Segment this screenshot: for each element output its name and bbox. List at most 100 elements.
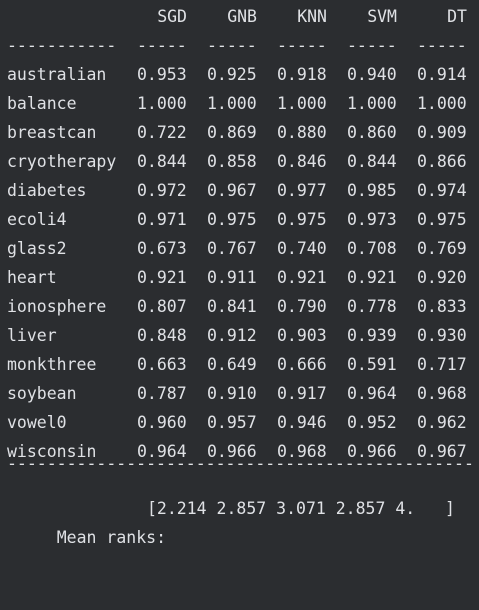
score-knn: 0.968	[277, 442, 327, 461]
score-knn: 0.946	[277, 413, 327, 432]
score-dt: 0.833	[417, 297, 467, 316]
score-knn: 0.918	[277, 65, 327, 84]
column-header-svm: SVM	[367, 7, 397, 26]
score-gnb: 0.841	[207, 297, 257, 316]
score-svm: 1.000	[347, 94, 397, 113]
score-svm: 0.973	[347, 210, 397, 229]
score-dt: 0.930	[417, 326, 467, 345]
score-dt: 0.975	[417, 210, 467, 229]
score-gnb: 0.957	[207, 413, 257, 432]
score-gnb: 0.966	[207, 442, 257, 461]
column-header-dt: DT	[447, 7, 467, 26]
score-sgd: 0.787	[137, 384, 187, 403]
dataset-name: cryotherapy	[7, 152, 117, 171]
score-gnb: 0.911	[207, 268, 257, 287]
dash-col: -----	[207, 36, 257, 55]
bottom-separator: ----------------------------------------…	[7, 454, 472, 473]
score-sgd: 0.663	[137, 355, 187, 374]
dash-col: -----	[417, 36, 467, 55]
score-sgd: 0.953	[137, 65, 187, 84]
score-gnb: 0.767	[207, 239, 257, 258]
score-knn: 0.917	[277, 384, 327, 403]
dataset-name: vowel0	[7, 413, 67, 432]
score-dt: 0.920	[417, 268, 467, 287]
score-knn: 0.846	[277, 152, 327, 171]
score-sgd: 0.972	[137, 181, 187, 200]
score-svm: 0.860	[347, 123, 397, 142]
score-knn: 0.977	[277, 181, 327, 200]
score-dt: 0.914	[417, 65, 467, 84]
dataset-name: breastcan	[7, 123, 97, 142]
score-sgd: 0.960	[137, 413, 187, 432]
score-knn: 0.790	[277, 297, 327, 316]
dataset-name: ionosphere	[7, 297, 107, 316]
score-sgd: 0.921	[137, 268, 187, 287]
score-knn: 1.000	[277, 94, 327, 113]
score-svm: 0.939	[347, 326, 397, 345]
score-knn: 0.666	[277, 355, 327, 374]
mean-ranks-label: Mean ranks:	[56, 528, 167, 547]
dataset-name: ecoli4	[7, 210, 67, 229]
score-dt: 1.000	[417, 94, 467, 113]
score-dt: 0.717	[417, 355, 467, 374]
score-knn: 0.903	[277, 326, 327, 345]
score-dt: 0.967	[417, 442, 467, 461]
dash-col: -----	[347, 36, 397, 55]
score-sgd: 0.722	[137, 123, 187, 142]
score-gnb: 0.925	[207, 65, 257, 84]
score-dt: 0.974	[417, 181, 467, 200]
score-svm: 0.964	[347, 384, 397, 403]
score-dt: 0.968	[417, 384, 467, 403]
score-svm: 0.952	[347, 413, 397, 432]
score-sgd: 1.000	[137, 94, 187, 113]
score-sgd: 0.807	[137, 297, 187, 316]
dash-col: -----	[277, 36, 327, 55]
score-svm: 0.921	[347, 268, 397, 287]
dataset-name: australian	[7, 65, 107, 84]
score-sgd: 0.971	[137, 210, 187, 229]
score-knn: 0.921	[277, 268, 327, 287]
column-header-knn: KNN	[297, 7, 327, 26]
dash-col: -----	[137, 36, 187, 55]
dataset-name: liver	[7, 326, 57, 345]
score-svm: 0.985	[347, 181, 397, 200]
score-svm: 0.844	[347, 152, 397, 171]
score-dt: 0.909	[417, 123, 467, 142]
score-sgd: 0.964	[137, 442, 187, 461]
score-svm: 0.778	[347, 297, 397, 316]
mean-ranks-line: Mean ranks: [2.214 2.857 3.071 2.857 4. …	[17, 494, 455, 547]
score-knn: 0.880	[277, 123, 327, 142]
score-svm: 0.966	[347, 442, 397, 461]
header-underline: ----------- ----- ----- ----- ----- ----…	[7, 31, 467, 60]
score-gnb: 0.912	[207, 326, 257, 345]
console-output: SGD GNB KNN SVM DT ----------- ----- ---…	[7, 2, 472, 547]
score-gnb: 0.649	[207, 355, 257, 374]
score-gnb: 0.869	[207, 123, 257, 142]
score-gnb: 1.000	[207, 94, 257, 113]
dataset-name: diabetes	[7, 181, 87, 200]
dataset-name: heart	[7, 268, 57, 287]
dataset-name: soybean	[7, 384, 77, 403]
table-header: SGD GNB KNN SVM DT	[7, 2, 467, 31]
score-svm: 0.591	[347, 355, 397, 374]
dataset-name: wisconsin	[7, 442, 97, 461]
dataset-name: glass2	[7, 239, 67, 258]
score-dt: 0.962	[417, 413, 467, 432]
column-header-sgd: SGD	[157, 7, 187, 26]
score-sgd: 0.673	[137, 239, 187, 258]
score-knn: 0.975	[277, 210, 327, 229]
score-svm: 0.708	[347, 239, 397, 258]
dash-name: -----------	[7, 36, 117, 55]
score-knn: 0.740	[277, 239, 327, 258]
mean-ranks-value: [2.214 2.857 3.071 2.857 4. ]	[147, 499, 455, 518]
dataset-name: monkthree	[7, 355, 97, 374]
score-svm: 0.940	[347, 65, 397, 84]
score-gnb: 0.975	[207, 210, 257, 229]
column-header-gnb: GNB	[227, 7, 257, 26]
score-gnb: 0.967	[207, 181, 257, 200]
score-gnb: 0.910	[207, 384, 257, 403]
score-gnb: 0.858	[207, 152, 257, 171]
score-dt: 0.769	[417, 239, 467, 258]
dataset-name: balance	[7, 94, 77, 113]
score-dt: 0.866	[417, 152, 467, 171]
